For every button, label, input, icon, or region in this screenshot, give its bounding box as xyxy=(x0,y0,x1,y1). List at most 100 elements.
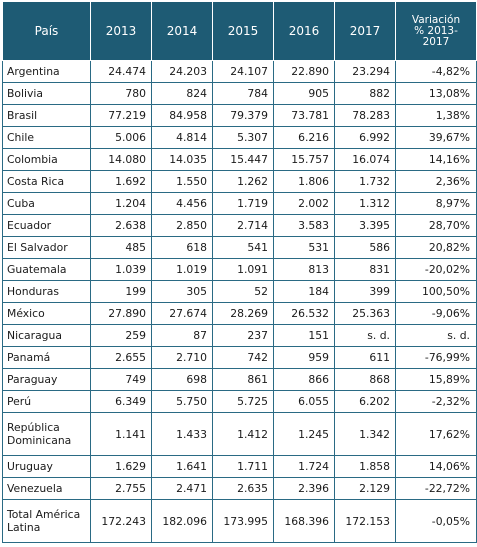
cell-variation: -20,02% xyxy=(395,258,477,281)
cell-value-2014: 14.035 xyxy=(151,148,213,171)
cell-value-2016: 73.781 xyxy=(273,104,335,127)
table-row: Nicaragua 259 87 237 151 s. d. s. d. xyxy=(2,324,477,347)
cell-value-2013: 1.204 xyxy=(90,192,152,215)
header-year-2015: 2015 xyxy=(212,1,274,61)
table-row: Chile 5.006 4.814 5.307 6.216 6.992 39,67% xyxy=(2,126,477,149)
cell-value-2017: 3.395 xyxy=(334,214,396,237)
cell-value-2017: 586 xyxy=(334,236,396,259)
cell-value-2017: 78.283 xyxy=(334,104,396,127)
cell-value-2015: 861 xyxy=(212,368,274,391)
header-year-2017: 2017 xyxy=(334,1,396,61)
cell-value-2015: 1.262 xyxy=(212,170,274,193)
cell-country: Venezuela xyxy=(2,477,91,500)
cell-value-2014: 1.019 xyxy=(151,258,213,281)
table-row: Costa Rica 1.692 1.550 1.262 1.806 1.732 2,36% xyxy=(2,170,477,193)
cell-variation: 17,62% xyxy=(395,412,477,456)
cell-value-2015: 1.719 xyxy=(212,192,274,215)
cell-value-2013: 1.039 xyxy=(90,258,152,281)
cell-country: Colombia xyxy=(2,148,91,171)
cell-value-2017: 1.312 xyxy=(334,192,396,215)
cell-country: Chile xyxy=(2,126,91,149)
cell-value-2013: 24.474 xyxy=(90,60,152,83)
cell-value-2017: 611 xyxy=(334,346,396,369)
cell-value-2017: 1.858 xyxy=(334,455,396,478)
cell-value-2016: 2.002 xyxy=(273,192,335,215)
cell-value-2016: 2.396 xyxy=(273,477,335,500)
cell-value-2013: 6.349 xyxy=(90,390,152,413)
cell-variation: 28,70% xyxy=(395,214,477,237)
cell-variation: -22,72% xyxy=(395,477,477,500)
table-row: Venezuela 2.755 2.471 2.635 2.396 2.129 -22,72… xyxy=(2,477,477,500)
table-row: Guatemala 1.039 1.019 1.091 813 831 -20,02% xyxy=(2,258,477,281)
cell-country: Ecuador xyxy=(2,214,91,237)
cell-variation: 14,16% xyxy=(395,148,477,171)
cell-value-2014: 2.850 xyxy=(151,214,213,237)
cell-country: República Dominicana xyxy=(2,412,91,456)
table-row: Brasil 77.219 84.958 79.379 73.781 78.283 1,38… xyxy=(2,104,477,127)
table-row: Bolivia 780 824 784 905 882 13,08% xyxy=(2,82,477,105)
cell-value-2014: 4.814 xyxy=(151,126,213,149)
cell-value-2017: 399 xyxy=(334,280,396,303)
cell-value-2016: 1.724 xyxy=(273,455,335,478)
cell-value-2016: 813 xyxy=(273,258,335,281)
cell-value-2014: 2.471 xyxy=(151,477,213,500)
cell-value-2013: 14.080 xyxy=(90,148,152,171)
cell-value-2014: 305 xyxy=(151,280,213,303)
cell-country: Guatemala xyxy=(2,258,91,281)
cell-country: México xyxy=(2,302,91,325)
cell-value-2015: 5.725 xyxy=(212,390,274,413)
header-variation-line1: Variación xyxy=(411,13,461,26)
cell-value-2016: 531 xyxy=(273,236,335,259)
cell-value-2013: 5.006 xyxy=(90,126,152,149)
cell-country: El Salvador xyxy=(2,236,91,259)
cell-value-2016: 168.396 xyxy=(273,499,335,543)
cell-country: Honduras xyxy=(2,280,91,303)
cell-value-2013: 749 xyxy=(90,368,152,391)
cell-value-2015: 79.379 xyxy=(212,104,274,127)
cell-variation: s. d. xyxy=(395,324,477,347)
cell-value-2013: 1.692 xyxy=(90,170,152,193)
cell-variation: 2,36% xyxy=(395,170,477,193)
cell-value-2017: 23.294 xyxy=(334,60,396,83)
table-row: Panamá 2.655 2.710 742 959 611 -76,99% xyxy=(2,346,477,369)
cell-value-2017: 882 xyxy=(334,82,396,105)
cell-value-2017: s. d. xyxy=(334,324,396,347)
cell-value-2015: 52 xyxy=(212,280,274,303)
cell-value-2016: 866 xyxy=(273,368,335,391)
table-row: Total América Latina 172.243 182.096 173.99… xyxy=(2,499,477,543)
cell-value-2013: 27.890 xyxy=(90,302,152,325)
cell-value-2016: 151 xyxy=(273,324,335,347)
cell-variation: -9,06% xyxy=(395,302,477,325)
cell-value-2016: 905 xyxy=(273,82,335,105)
cell-country: Nicaragua xyxy=(2,324,91,347)
table-row: Colombia 14.080 14.035 15.447 15.757 16.074 14… xyxy=(2,148,477,171)
table-row: El Salvador 485 618 541 531 586 20,82% xyxy=(2,236,477,259)
cell-value-2013: 172.243 xyxy=(90,499,152,543)
cell-value-2017: 1.342 xyxy=(334,412,396,456)
cell-value-2015: 742 xyxy=(212,346,274,369)
cell-value-2014: 698 xyxy=(151,368,213,391)
cell-value-2014: 27.674 xyxy=(151,302,213,325)
cell-value-2016: 15.757 xyxy=(273,148,335,171)
header-country: País xyxy=(2,1,91,61)
table-row: Cuba 1.204 4.456 1.719 2.002 1.312 8,97% xyxy=(2,192,477,215)
cell-value-2015: 24.107 xyxy=(212,60,274,83)
cell-country: Brasil xyxy=(2,104,91,127)
cell-variation: 14,06% xyxy=(395,455,477,478)
cell-value-2016: 6.216 xyxy=(273,126,335,149)
table-row: Paraguay 749 698 861 866 868 15,89% xyxy=(2,368,477,391)
cell-country: Perú xyxy=(2,390,91,413)
cell-value-2016: 959 xyxy=(273,346,335,369)
cell-variation: 8,97% xyxy=(395,192,477,215)
cell-country: Panamá xyxy=(2,346,91,369)
cell-value-2017: 16.074 xyxy=(334,148,396,171)
cell-value-2014: 2.710 xyxy=(151,346,213,369)
cell-variation: 100,50% xyxy=(395,280,477,303)
cell-value-2013: 199 xyxy=(90,280,152,303)
cell-value-2017: 25.363 xyxy=(334,302,396,325)
table-row: México 27.890 27.674 28.269 26.532 25.363 -9,0… xyxy=(2,302,477,325)
cell-variation: -4,82% xyxy=(395,60,477,83)
cell-value-2016: 184 xyxy=(273,280,335,303)
cell-value-2016: 1.806 xyxy=(273,170,335,193)
